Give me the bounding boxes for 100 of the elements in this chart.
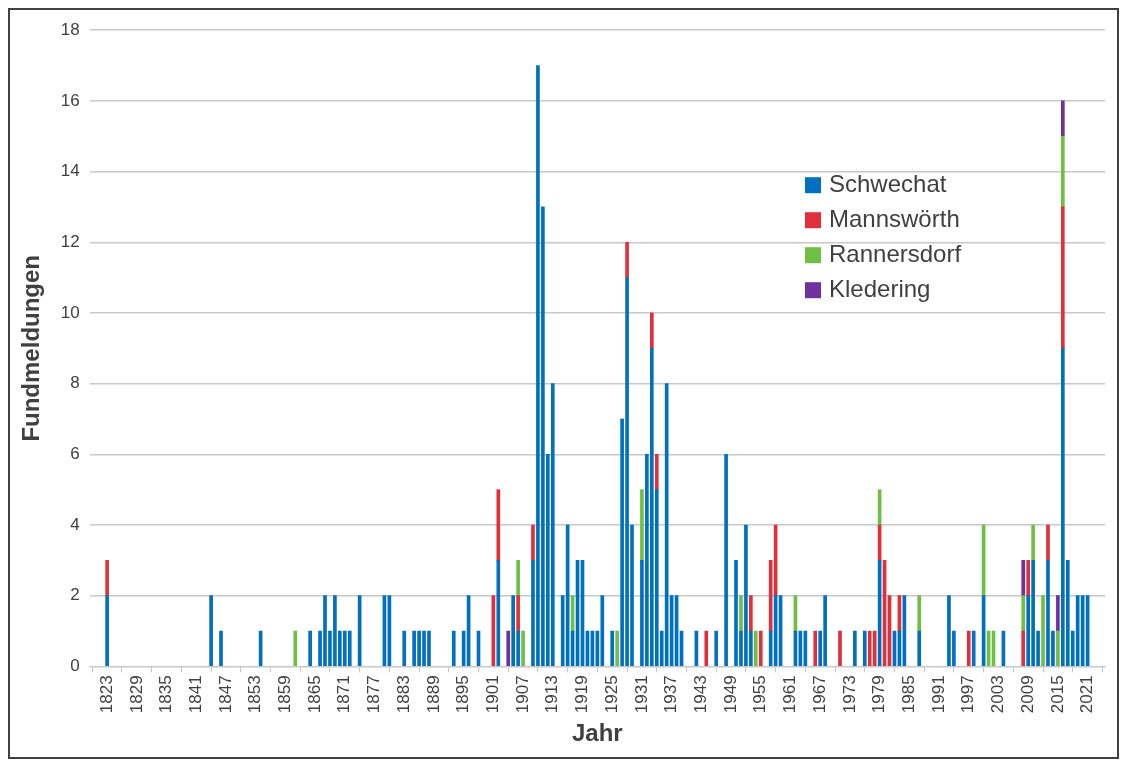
x-tick-label: 1955 (750, 675, 770, 714)
bar (917, 595, 922, 632)
x-tick-label: 1823 (96, 675, 116, 714)
x-tick-label: 1949 (720, 675, 740, 714)
y-tick-label: 4 (70, 514, 80, 534)
bar (402, 630, 407, 666)
x-tick-label: 1919 (572, 675, 592, 714)
x-tick-label: 1883 (393, 675, 413, 714)
y-tick-label: 14 (60, 161, 80, 181)
bar (640, 489, 644, 561)
bar (749, 595, 753, 632)
bar (862, 630, 867, 666)
bar (531, 524, 535, 561)
y-tick-label: 10 (60, 302, 80, 322)
x-tick-label: 1841 (185, 675, 205, 714)
bar (1031, 524, 1035, 561)
bar (1021, 560, 1026, 597)
bar (1061, 135, 1065, 208)
bar (867, 630, 872, 666)
bar (550, 383, 555, 666)
bar (610, 630, 615, 666)
y-tick-label: 6 (70, 444, 80, 464)
bar (308, 630, 312, 666)
x-tick-label: 1901 (483, 675, 503, 714)
bar (853, 630, 857, 666)
bar (1061, 100, 1065, 137)
bar (506, 630, 511, 666)
x-tick-label: 1961 (780, 675, 800, 714)
x-tick-label: 1937 (661, 675, 681, 714)
x-tick-label: 1943 (691, 675, 711, 714)
y-tick-label: 18 (60, 19, 80, 39)
x-tick-label: 1991 (928, 675, 948, 714)
bar (105, 560, 109, 597)
bar (496, 489, 501, 561)
bar (600, 595, 605, 666)
bar (1061, 206, 1065, 349)
x-tick-label: 1895 (453, 675, 473, 714)
bar (971, 630, 976, 666)
bar (615, 630, 619, 666)
legend-label: Schwechat (829, 169, 947, 197)
y-tick-label: 2 (70, 585, 80, 605)
y-tick-label: 16 (60, 90, 80, 110)
x-tick-label: 1907 (512, 675, 532, 714)
x-tick-label: 1925 (601, 675, 621, 714)
x-tick-label: 2015 (1047, 675, 1067, 714)
x-axis-title: Jahr (572, 719, 623, 747)
x-tick-label: 1847 (215, 675, 235, 714)
bar (1021, 595, 1026, 632)
x-tick-label: 1979 (869, 675, 889, 714)
bar (1075, 595, 1080, 666)
bar (838, 630, 842, 666)
x-tick-label: 2021 (1077, 675, 1097, 714)
bar (813, 630, 818, 666)
bar (753, 630, 758, 666)
x-tick-label: 1997 (958, 675, 978, 714)
x-tick-label: 1829 (126, 675, 146, 714)
x-tick-label: 1967 (809, 675, 829, 714)
bar (347, 630, 352, 666)
bar (1046, 524, 1050, 561)
bar (105, 595, 109, 666)
bar (516, 560, 520, 597)
bar (625, 241, 629, 278)
legend-label: Kledering (829, 274, 931, 302)
bar (1026, 560, 1030, 597)
x-tick-label: 1835 (156, 675, 176, 714)
y-tick-label: 0 (70, 656, 80, 676)
x-tick-label: 2003 (988, 675, 1008, 714)
bar (724, 453, 728, 666)
y-axis-title: Fundmeldungen (17, 254, 45, 442)
x-tick-label: 1913 (542, 675, 562, 714)
bar (451, 630, 456, 666)
bar (1041, 595, 1045, 666)
x-tick-label: 1931 (631, 675, 651, 714)
bar (516, 595, 520, 632)
bar (521, 630, 525, 666)
x-tick-label: 1889 (423, 675, 443, 714)
bar (714, 630, 719, 666)
y-tick-label: 8 (70, 373, 80, 393)
bar (209, 595, 213, 666)
legend-label: Mannswörth (829, 204, 960, 232)
x-tick-label: 1865 (304, 675, 324, 714)
bar (650, 312, 654, 349)
bar (704, 630, 709, 666)
y-tick-label: 12 (60, 231, 80, 251)
x-tick-label: 1871 (334, 675, 354, 714)
legend-label: Rannersdorf (829, 239, 962, 267)
bar (1056, 630, 1060, 666)
bar (739, 595, 743, 632)
x-tick-label: 1877 (364, 675, 384, 714)
bar (219, 630, 223, 666)
bar (758, 630, 763, 666)
x-tick-label: 1853 (245, 675, 265, 714)
x-tick-label: 1973 (839, 675, 859, 714)
x-tick-label: 1985 (899, 675, 919, 714)
bar (917, 630, 922, 666)
bar (966, 630, 971, 666)
bar (1021, 630, 1026, 666)
bar (1056, 595, 1060, 632)
bar (496, 560, 501, 666)
x-tick-label: 2009 (1017, 675, 1037, 714)
